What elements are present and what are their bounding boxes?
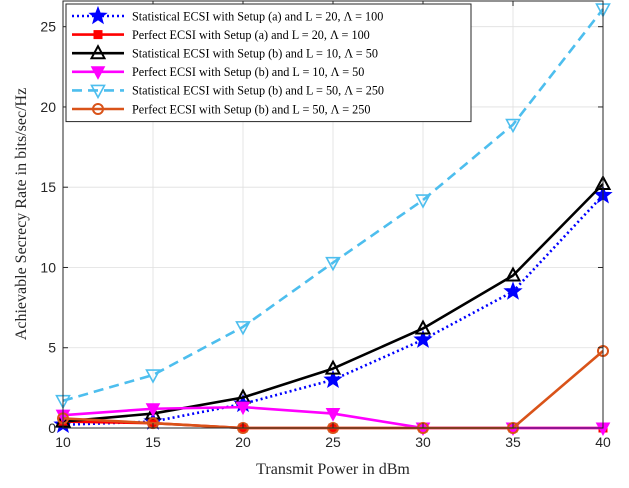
y-tick-label: 25 (40, 19, 56, 35)
x-tick-label: 35 (505, 434, 521, 450)
data-point (235, 321, 251, 336)
data-point (323, 369, 343, 389)
data-point (503, 281, 523, 300)
legend-label: Statistical ECSI with Setup (a) and L = … (132, 9, 383, 23)
y-tick-label: 10 (40, 259, 56, 275)
legend: Statistical ECSI with Setup (a) and L = … (65, 3, 472, 123)
data-point (505, 118, 521, 134)
data-point (504, 266, 522, 282)
legend-entry: Statistical ECSI with Setup (b) and L = … (72, 44, 378, 61)
legend-marker (92, 103, 104, 115)
y-axis-label: Achievable Secrecy Rate in bits/sec/Hz (13, 88, 30, 340)
legend-box (65, 3, 472, 123)
data-point (413, 329, 433, 348)
legend-entry: Statistical ECSI with Setup (b) and L = … (72, 84, 384, 100)
y-tick-label: 0 (48, 420, 56, 436)
data-point (415, 194, 431, 209)
x-axis-label: Transmit Power in dBm (256, 461, 410, 478)
x-tick-label: 15 (145, 434, 161, 450)
legend-marker (88, 5, 108, 25)
y-tick-label: 15 (40, 179, 56, 195)
legend-entry: Perfect ECSI with Setup (b) and L = 10, … (72, 65, 364, 80)
legend-marker (93, 30, 103, 40)
data-point (414, 319, 432, 335)
legend-label: Perfect ECSI with Setup (b) and L = 50, … (132, 102, 370, 116)
y-tick-label: 20 (40, 99, 56, 115)
data-point (325, 408, 341, 422)
data-point (235, 401, 251, 416)
x-tick-label: 20 (235, 434, 251, 450)
data-point (325, 256, 341, 272)
legend-marker (90, 66, 106, 80)
x-tick-label: 40 (595, 434, 611, 450)
x-tick-label: 25 (325, 434, 341, 450)
legend-label: Statistical ECSI with Setup (b) and L = … (132, 84, 384, 98)
legend-label: Perfect ECSI with Setup (b) and L = 10, … (132, 65, 364, 79)
y-tick-label: 5 (48, 340, 56, 356)
series-5 (55, 3, 611, 410)
series-line (62, 8, 605, 402)
legend-entry: Statistical ECSI with Setup (a) and L = … (72, 5, 383, 25)
legend-entry: Perfect ECSI with Setup (a) and L = 20, … (72, 28, 370, 42)
legend-label: Perfect ECSI with Setup (a) and L = 20, … (132, 28, 370, 42)
legend-label: Statistical ECSI with Setup (b) and L = … (132, 47, 378, 61)
data-point (145, 403, 161, 417)
x-tick-label: 10 (55, 434, 71, 450)
data-point (324, 359, 342, 375)
legend-entry: Perfect ECSI with Setup (b) and L = 50, … (72, 102, 370, 116)
x-tick-label: 30 (415, 434, 431, 450)
data-point (145, 369, 161, 384)
legend-marker (89, 44, 107, 60)
legend-marker (90, 84, 106, 100)
